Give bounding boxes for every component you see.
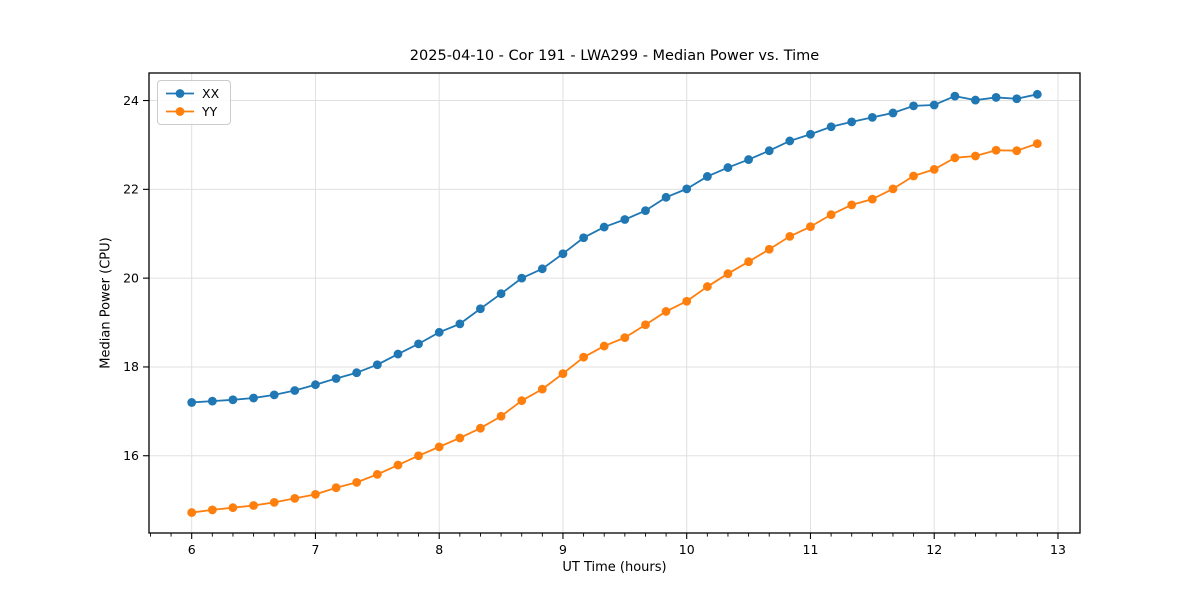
plot-border bbox=[148, 72, 1081, 534]
svg-text:20: 20 bbox=[123, 270, 139, 285]
series-xx-markers bbox=[187, 89, 1042, 407]
svg-text:22: 22 bbox=[123, 182, 139, 197]
series-yy-line bbox=[191, 142, 1038, 514]
legend-swatch-xx-icon bbox=[166, 89, 194, 98]
legend-swatch-yy-icon bbox=[166, 107, 194, 116]
x-tick-labels: 6 7 8 9 10 11 12 13 bbox=[188, 542, 1066, 557]
gridlines bbox=[149, 73, 1080, 533]
svg-text:10: 10 bbox=[679, 542, 695, 557]
svg-text:16: 16 bbox=[123, 448, 139, 463]
legend-item-xx: XX bbox=[165, 86, 219, 101]
legend-label-yy: YY bbox=[202, 104, 218, 119]
x-axis-label: UT Time (hours) bbox=[562, 560, 667, 575]
svg-text:24: 24 bbox=[123, 93, 139, 108]
y-tick-labels: 16 18 20 22 24 bbox=[123, 93, 139, 463]
legend-item-yy: YY bbox=[165, 104, 219, 119]
svg-text:12: 12 bbox=[926, 542, 942, 557]
series-xx-line bbox=[191, 93, 1038, 404]
svg-text:8: 8 bbox=[435, 542, 443, 557]
svg-text:7: 7 bbox=[311, 542, 319, 557]
legend-label-xx: XX bbox=[202, 86, 220, 101]
svg-text:11: 11 bbox=[803, 542, 819, 557]
y-axis-label: Median Power (CPU) bbox=[98, 237, 114, 369]
series-yy-markers bbox=[187, 139, 1042, 517]
legend: XX YY bbox=[157, 80, 232, 125]
svg-text:13: 13 bbox=[1050, 542, 1066, 557]
svg-text:18: 18 bbox=[123, 359, 139, 374]
chart-title: 2025-04-10 - Cor 191 - LWA299 - Median P… bbox=[409, 48, 820, 64]
svg-text:9: 9 bbox=[559, 542, 567, 557]
axis-ticks bbox=[143, 99, 1059, 539]
svg-text:6: 6 bbox=[188, 542, 196, 557]
